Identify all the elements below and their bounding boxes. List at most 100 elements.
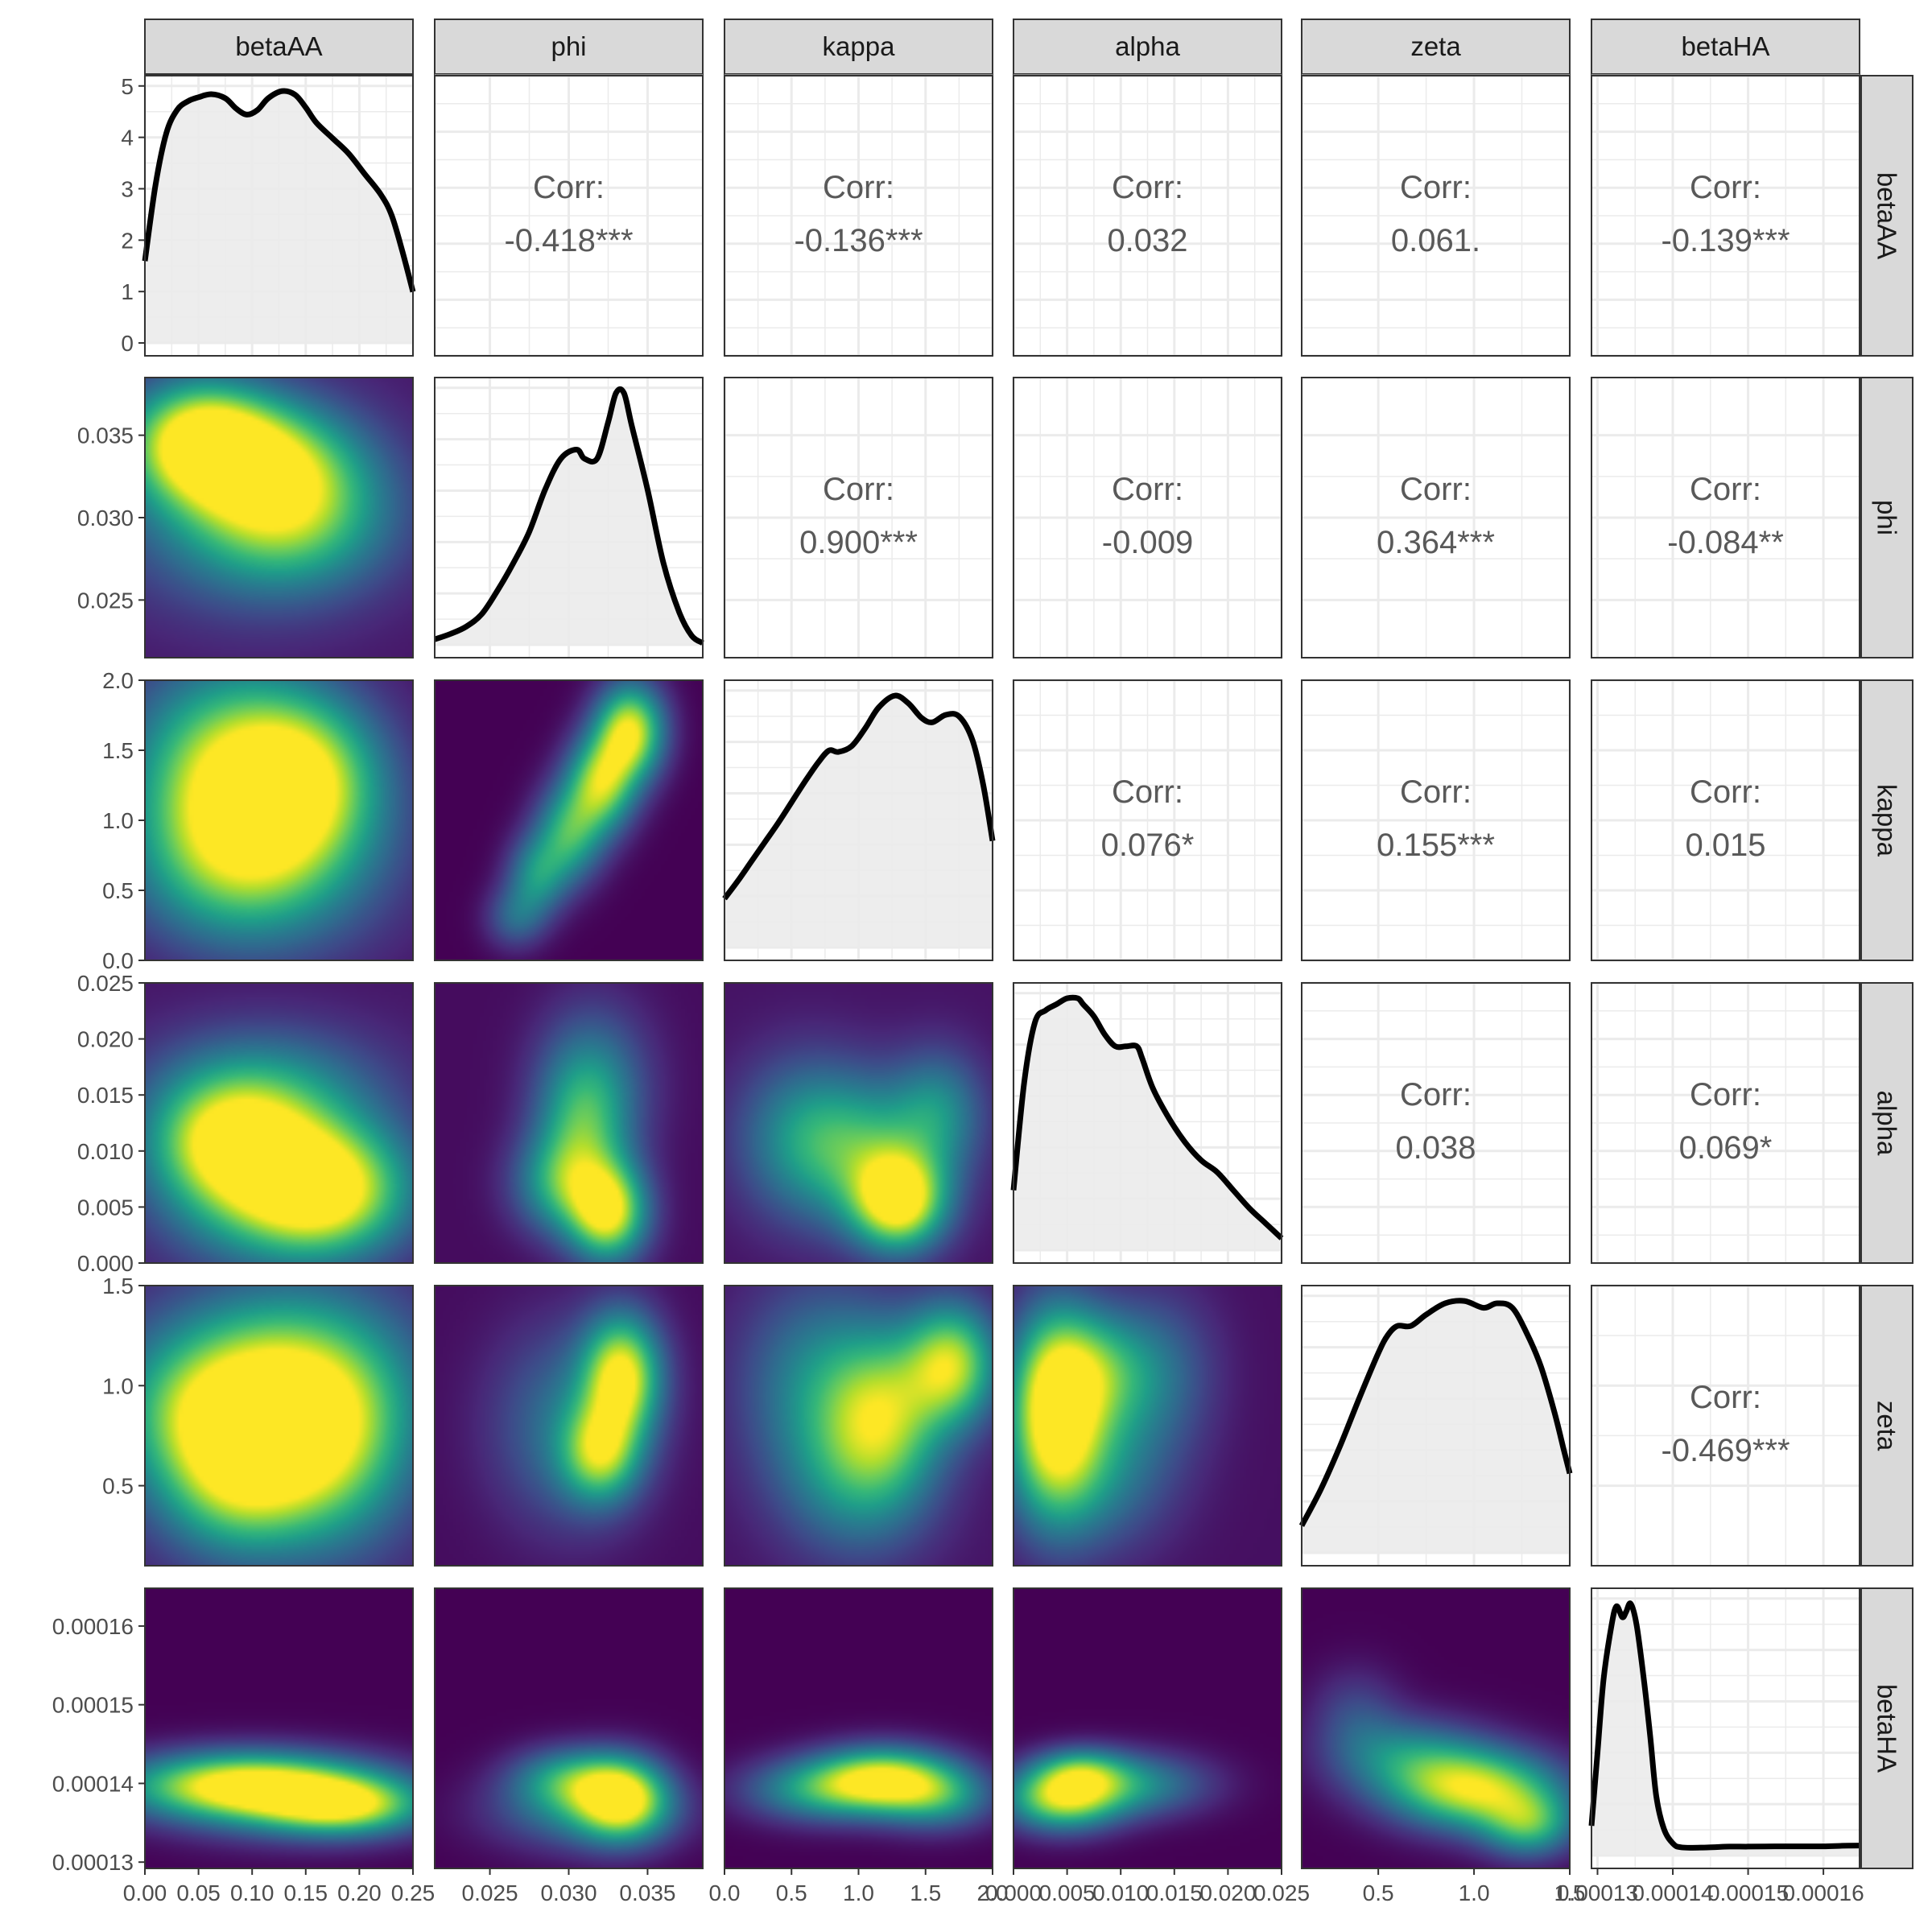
x-tick-label: 0.035 xyxy=(619,1880,675,1905)
row-strip-label: betaAA xyxy=(1872,172,1902,259)
y-axis-betaAA: 0 1 2 3 4 5 xyxy=(121,74,145,356)
y-tick-label: 0.030 xyxy=(77,506,134,530)
density-line xyxy=(722,692,996,901)
heatmap-panel-phi-vs-betaAA xyxy=(144,377,414,658)
heatmap-panel-kappa-vs-betaAA xyxy=(144,679,414,961)
x-tick-label: 0.5 xyxy=(1363,1880,1394,1905)
heatmap-panel-kappa-vs-phi xyxy=(434,679,704,961)
x-axis-phi: 0.025 0.030 0.035 xyxy=(462,1868,675,1905)
row-strip-box xyxy=(1860,982,1913,1264)
density-area xyxy=(1013,998,1282,1251)
x-tick-label: 0.5 xyxy=(776,1880,807,1905)
column-strip-box xyxy=(144,19,414,75)
y-tick-label: 0.015 xyxy=(77,1083,134,1108)
corr-value: 0.076* xyxy=(1101,828,1195,863)
y-tick-label: 5 xyxy=(121,74,134,99)
x-tick-label: 1.0 xyxy=(1459,1880,1490,1905)
x-tick-label: 1.5 xyxy=(1554,1880,1586,1905)
column-strip-phi: phi xyxy=(434,19,704,75)
panel-border xyxy=(434,679,704,961)
density-heatmap xyxy=(145,1588,413,1868)
y-tick-label: 1.0 xyxy=(102,1373,134,1398)
x-tick-label: 0.00016 xyxy=(1782,1880,1864,1905)
corr-label: Corr: xyxy=(823,170,894,205)
density-area xyxy=(1302,1301,1570,1554)
panel-border xyxy=(1301,377,1571,658)
density-heatmap xyxy=(724,983,993,1263)
row-strip-box xyxy=(1860,75,1913,357)
x-axis-betaAA: 0.00 0.05 0.10 0.15 0.20 0.25 xyxy=(123,1868,435,1905)
x-tick-label: 0.025 xyxy=(462,1880,518,1905)
corr-value: 0.015 xyxy=(1685,828,1765,863)
panel-border xyxy=(1591,1587,1860,1869)
corr-panel-phi-vs-zeta: Corr: 0.364*** xyxy=(1301,377,1571,658)
row-strip-label: betaHA xyxy=(1872,1684,1902,1773)
corr-value: -0.084** xyxy=(1667,525,1784,560)
panel-border xyxy=(1591,982,1860,1264)
density-panel-alpha xyxy=(1010,982,1284,1264)
corr-label: Corr: xyxy=(1112,774,1183,810)
y-tick-label: 1.5 xyxy=(102,738,134,763)
panel-border xyxy=(434,1285,704,1567)
panel-border xyxy=(144,1587,414,1869)
corr-label: Corr: xyxy=(1690,170,1761,205)
row-strip-zeta: zeta xyxy=(1860,1285,1913,1567)
x-tick-label: 1.5 xyxy=(910,1880,941,1905)
panel-border xyxy=(434,982,704,1264)
panel-border xyxy=(1013,679,1282,961)
corr-label: Corr: xyxy=(1400,472,1472,507)
heatmap-panel-zeta-vs-betaAA xyxy=(144,1285,414,1567)
panel-border xyxy=(724,679,993,961)
y-axis-kappa: 0.0 0.5 1.0 1.5 2.0 xyxy=(102,668,145,973)
x-tick-label: 0.00015 xyxy=(1707,1880,1789,1905)
row-strip-betaHA: betaHA xyxy=(1860,1587,1913,1869)
row-strip-label: alpha xyxy=(1872,1091,1902,1156)
corr-label: Corr: xyxy=(823,472,894,507)
x-tick-label: 0.00014 xyxy=(1632,1880,1713,1905)
y-axis-zeta: 0.5 1.0 1.5 xyxy=(102,1274,145,1499)
column-strip-zeta: zeta xyxy=(1301,19,1571,75)
row-strip-box xyxy=(1860,679,1913,961)
panel-border xyxy=(144,1285,414,1567)
corr-label: Corr: xyxy=(533,170,605,205)
y-tick-label: 1.0 xyxy=(102,808,134,833)
heatmap-panel-alpha-vs-kappa xyxy=(724,982,993,1264)
corr-panel-phi-vs-alpha: Corr: -0.009 xyxy=(1012,377,1283,658)
x-tick-label: 0.10 xyxy=(230,1880,275,1905)
corr-label: Corr: xyxy=(1690,472,1761,507)
column-strip-label: betaAA xyxy=(235,31,322,61)
y-tick-label: 2 xyxy=(121,228,134,253)
corr-value: -0.009 xyxy=(1102,525,1193,560)
column-strip-label: betaHA xyxy=(1681,31,1769,61)
y-tick-label: 4 xyxy=(121,126,134,151)
x-tick-label: 0.20 xyxy=(337,1880,382,1905)
corr-value: 0.032 xyxy=(1107,223,1187,258)
x-axis-zeta: 0.5 1.0 1.5 xyxy=(1363,1868,1586,1905)
corr-value: 0.364*** xyxy=(1377,525,1495,560)
density-heatmap xyxy=(145,680,413,960)
density-line xyxy=(1298,1298,1573,1527)
corr-label: Corr: xyxy=(1400,774,1472,810)
row-strip-label: kappa xyxy=(1872,784,1902,857)
panel-border xyxy=(1013,1285,1282,1567)
y-tick-label: 0.005 xyxy=(77,1195,134,1220)
row-strip-box xyxy=(1860,1587,1913,1869)
x-tick-label: 0.15 xyxy=(284,1880,328,1905)
panel-border xyxy=(1301,679,1571,961)
corr-panel-phi-vs-kappa: Corr: 0.900*** xyxy=(723,377,994,658)
row-strip-label: zeta xyxy=(1872,1401,1902,1451)
density-heatmap xyxy=(145,1286,413,1566)
panel-border xyxy=(724,1285,993,1567)
density-panel-kappa xyxy=(722,679,996,961)
density-heatmap xyxy=(435,983,703,1263)
corr-panel-betaAA-vs-alpha: Corr: 0.032 xyxy=(1012,74,1283,357)
corr-value: -0.139*** xyxy=(1661,223,1790,258)
density-area xyxy=(724,696,993,948)
x-tick-label: 0.015 xyxy=(1146,1880,1203,1905)
column-strip-label: zeta xyxy=(1410,31,1461,61)
corr-panel-betaAA-vs-betaHA: Corr: -0.139*** xyxy=(1591,74,1860,357)
heatmap-panel-betaHA-vs-kappa xyxy=(724,1587,993,1869)
corr-panel-alpha-vs-betaHA: Corr: 0.069* xyxy=(1591,981,1860,1265)
